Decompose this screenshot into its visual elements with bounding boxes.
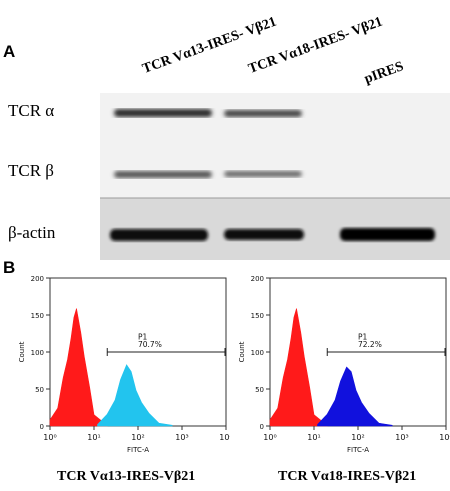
x-tick-label: 10⁰ [43,433,56,442]
band-tcr-beta-lane1 [114,171,212,178]
y-tick-label: 50 [35,386,44,394]
flow-histogram-va13: 0 50 100 150 200 10⁰ 10¹ 10² 10³ 10⁴ FITC-A Count P1… [18,275,230,454]
blot-strip-tcr [100,93,450,198]
gate-name: P1 [358,332,368,341]
x-tick-label: 10³ [175,433,188,442]
histogram-sample [97,364,173,427]
x-axis-label: FITC-A [347,446,369,454]
x-tick-label: 10⁴ [219,433,230,442]
lane-label-pires: pIRES [362,59,406,88]
panel-b-letter: B [3,258,16,277]
y-axis-label: Count [18,341,26,362]
caption-va18: TCR Vα18-IRES-Vβ21 [278,469,417,484]
x-axis-label: FITC-A [127,446,149,454]
gate-percent: 72.2% [358,340,382,349]
y-tick-label: 100 [31,349,44,357]
band-actin-lane3 [340,228,435,241]
x-tick-label: 10⁰ [263,433,276,442]
band-tcr-alpha-lane2 [224,110,302,117]
y-tick-label: 0 [260,423,264,431]
histogram-sample [317,366,393,427]
y-axis-label: Count [238,341,246,362]
row-label-tcr-beta: TCR β [8,161,54,180]
y-tick-label: 200 [251,275,264,283]
gate-percent: 70.7% [138,340,162,349]
gate-name: P1 [138,332,148,341]
x-tick-label: 10³ [395,433,408,442]
y-tick-label: 0 [40,423,44,431]
x-tick-label: 10¹ [307,433,320,442]
band-tcr-beta-lane2 [224,171,302,177]
panel-a-letter: A [3,42,16,61]
row-label-tcr-alpha: TCR α [8,101,55,120]
western-blot [100,93,450,260]
x-tick-label: 10² [351,433,364,442]
y-tick-label: 150 [31,312,44,320]
x-tick-label: 10⁴ [439,433,450,442]
y-tick-label: 100 [251,349,264,357]
band-actin-lane2 [224,229,304,240]
x-tick-label: 10¹ [87,433,100,442]
band-tcr-alpha-lane1 [114,109,212,117]
caption-va13: TCR Vα13-IRES-Vβ21 [57,469,196,484]
flow-histogram-va18: 0 50 100 150 200 10⁰ 10¹ 10² 10³ 10⁴ FITC-A Count P1… [238,275,450,454]
y-tick-label: 50 [255,386,264,394]
y-tick-label: 150 [251,312,264,320]
y-tick-label: 200 [31,275,44,283]
band-actin-lane1 [110,229,208,241]
row-label-beta-actin: β-actin [8,223,56,242]
x-tick-label: 10² [131,433,144,442]
